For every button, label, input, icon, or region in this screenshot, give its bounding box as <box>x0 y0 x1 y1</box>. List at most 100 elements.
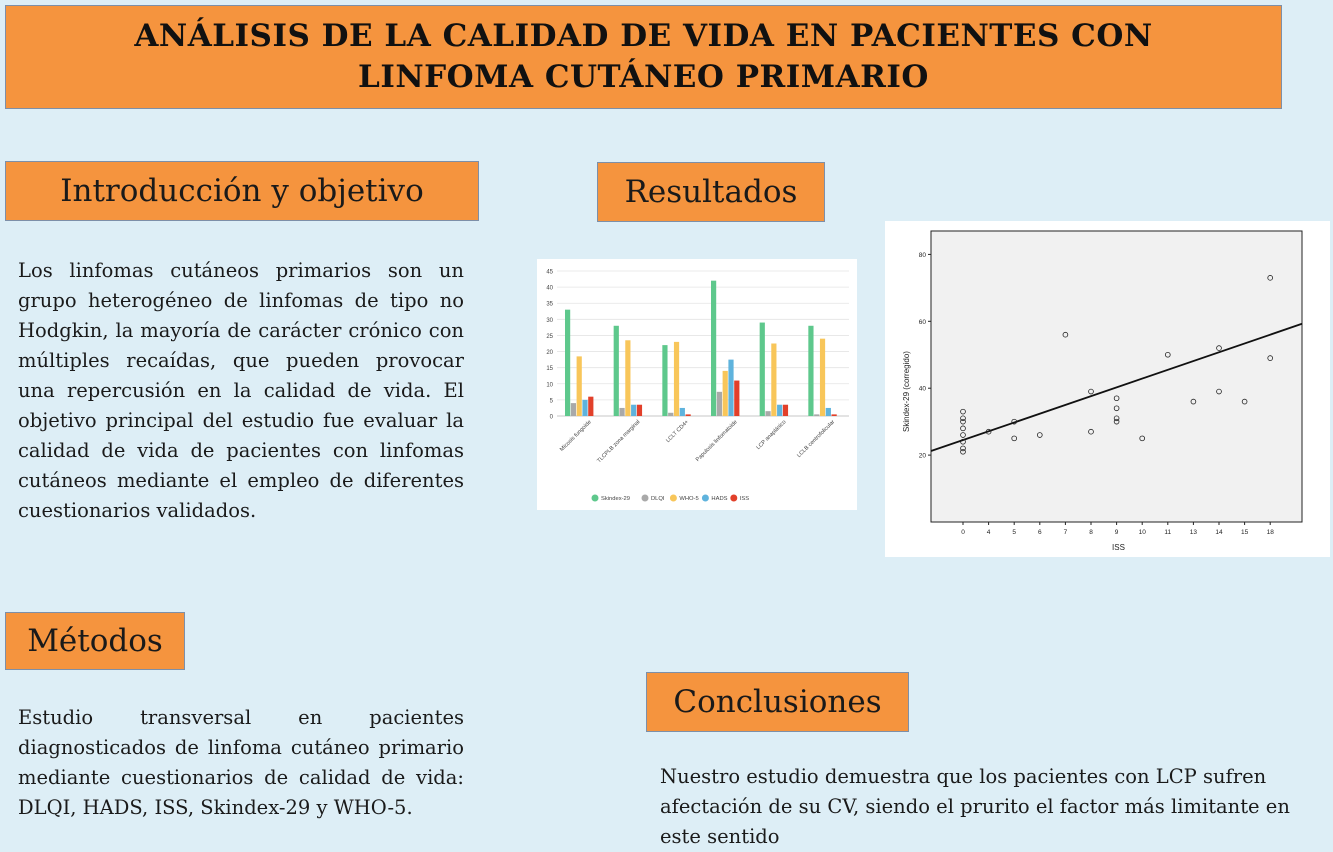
legend-swatch <box>701 494 709 502</box>
bar-iss <box>782 404 789 416</box>
bar-hads <box>582 399 588 416</box>
scatter-point <box>1011 435 1017 442</box>
scatter-y-tick-label: 60 <box>919 319 927 326</box>
scatter-y-tick-label: 20 <box>919 453 927 460</box>
bar-y-tick-label: 20 <box>546 350 553 356</box>
scatter-point <box>960 432 966 438</box>
scatter-x-tick-label: 18 <box>1267 529 1275 536</box>
methods-heading: Métodos <box>5 612 185 670</box>
bar-y-tick-label: 25 <box>546 334 553 340</box>
bar-category-label: Micosis fungoide <box>559 419 593 453</box>
scatter-x-tick-label: 6 <box>1038 529 1042 536</box>
scatter-point <box>960 448 966 455</box>
bar-category-label: TLCPLB zona marginal <box>596 419 641 464</box>
scatter-point <box>1190 398 1197 405</box>
bar-iss <box>588 396 594 416</box>
bar-iss <box>734 380 740 416</box>
scatter-x-axis-label: ISS <box>1112 543 1125 552</box>
scatter-point <box>1267 355 1274 361</box>
legend-swatch <box>641 494 649 502</box>
scatter-point <box>960 418 966 425</box>
scatter-plot-area <box>930 230 1303 523</box>
bar-dlqi <box>765 411 771 416</box>
bar-dlqi <box>570 403 576 416</box>
results-heading: Resultados <box>597 162 825 222</box>
legend-swatch <box>591 494 599 502</box>
scatter-x-tick-label: 9 <box>1115 529 1119 536</box>
scatter-point <box>1062 331 1069 338</box>
scatter-x-tick-label: 13 <box>1190 529 1198 536</box>
bar-skindex-29 <box>759 322 765 416</box>
scatter-trendline <box>930 322 1303 452</box>
scatter-point <box>960 415 966 422</box>
bar-y-tick-label: 5 <box>550 398 554 404</box>
conclusions-heading: Conclusiones <box>646 672 909 732</box>
scatter-point <box>1164 351 1171 358</box>
methods-text: Estudio transversal en pacientes diagnos… <box>18 706 464 819</box>
bar-y-tick-label: 0 <box>550 415 554 421</box>
bar-category-label: LCLT CD4+ <box>665 419 690 444</box>
scatter-point <box>985 428 992 435</box>
bar-y-tick-label: 10 <box>546 382 553 388</box>
scatter-x-tick-label: 5 <box>1012 529 1016 536</box>
bar-dlqi <box>716 391 722 416</box>
bar-iss <box>831 414 837 416</box>
legend-label: HADS <box>711 496 727 502</box>
bar-skindex-29 <box>662 345 668 416</box>
scatter-x-tick-label: 14 <box>1215 529 1223 536</box>
bar-iss <box>685 414 691 416</box>
scatter-chart: 20 40 60 80 0 4 5 6 7 8 9 10 11 13 14 15 18 ISS Skindex-29… <box>902 230 1303 552</box>
scatter-x-tick-label: 10 <box>1139 529 1147 536</box>
poster-title-banner: ANÁLISIS DE LA CALIDAD DE VIDA EN PACIEN… <box>5 5 1282 109</box>
scatter-point <box>1267 275 1274 281</box>
legend-label: WHO-5 <box>679 496 698 502</box>
scatter-point <box>1088 388 1094 395</box>
bar-who-5 <box>673 341 680 416</box>
scatter-x-tick-label: 0 <box>961 529 965 536</box>
bar-y-tick-label: 15 <box>546 366 553 372</box>
scatter-x-tick-label: 11 <box>1164 529 1171 536</box>
bar-hads <box>728 359 734 416</box>
scatter-point <box>1139 435 1146 442</box>
scatter-x-tick-label: 15 <box>1241 529 1249 536</box>
conclusions-text: Nuestro estudio demuestra que los pacien… <box>660 765 1290 848</box>
scatter-point <box>960 425 966 432</box>
scatter-point <box>960 438 966 445</box>
legend-label: DLQI <box>651 496 665 502</box>
bar-who-5 <box>722 370 728 416</box>
scatter-point <box>1241 398 1248 405</box>
scatter-y-tick-label: 40 <box>919 386 927 393</box>
scatter-point <box>1088 428 1094 435</box>
legend-label: Skindex-29 <box>601 496 630 502</box>
scatter-y-tick-label: 80 <box>919 252 927 259</box>
bar-y-tick-label: 45 <box>546 270 553 276</box>
bar-who-5 <box>625 340 631 416</box>
bar-hads <box>825 407 831 416</box>
poster-title: ANÁLISIS DE LA CALIDAD DE VIDA EN PACIEN… <box>134 18 1153 95</box>
scatter-point <box>1113 395 1120 402</box>
scatter-point <box>1011 418 1017 425</box>
bar-hads <box>631 404 637 416</box>
bar-skindex-29 <box>711 280 717 416</box>
intro-text: Los linfomas cutáneos primarios son un g… <box>18 259 464 522</box>
bar-dlqi <box>668 412 674 416</box>
bar-y-tick-label: 35 <box>546 302 553 308</box>
scatter-point <box>1113 415 1120 422</box>
bar-skindex-29 <box>808 325 814 416</box>
legend-label: ISS <box>740 496 749 502</box>
legend-swatch <box>730 494 738 502</box>
bar-who-5 <box>819 338 826 416</box>
scatter-point <box>960 408 966 415</box>
bar-hads <box>777 404 783 416</box>
scatter-point <box>1216 345 1222 351</box>
scatter-point <box>1113 405 1120 412</box>
scatter-x-tick-label: 8 <box>1089 529 1093 536</box>
scatter-point <box>1216 388 1222 395</box>
bar-category-label: LCP anaplásico <box>756 419 788 451</box>
scatter-chart-panel: 20 40 60 80 0 4 5 6 7 8 9 10 11 13 14 15 18 ISS Skindex-29… <box>885 221 1330 557</box>
bar-y-tick-label: 30 <box>546 318 553 324</box>
scatter-point <box>1037 432 1043 438</box>
bar-iss <box>636 404 643 416</box>
bar-who-5 <box>771 343 777 416</box>
bar-skindex-29 <box>613 325 619 416</box>
